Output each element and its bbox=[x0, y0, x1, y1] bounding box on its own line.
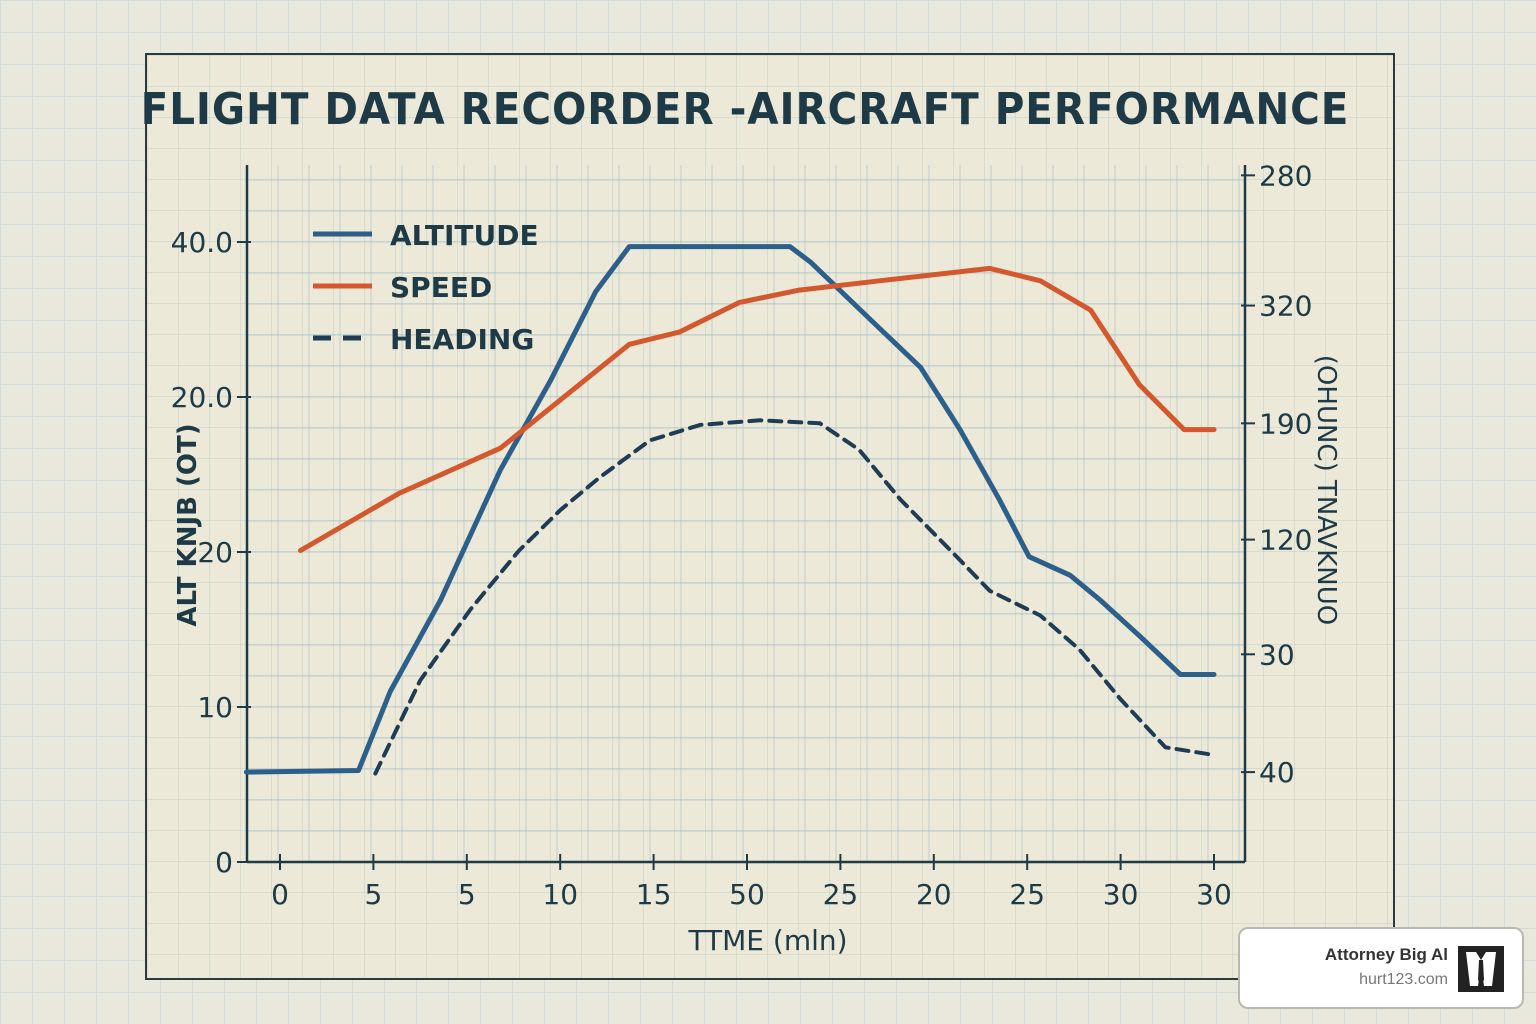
x-axis-label: TTME (mln) bbox=[688, 924, 848, 957]
y-tick-label: 20 bbox=[197, 536, 233, 569]
x-tick-label: 25 bbox=[1009, 878, 1045, 911]
x-tick-label: 5 bbox=[458, 878, 476, 911]
y-tick-label: 10 bbox=[197, 691, 233, 724]
x-tick-label: 25 bbox=[823, 878, 859, 911]
y2-axis-label: (OHUNC) TNAVKNUO bbox=[1311, 354, 1341, 626]
badge-name: Attorney Big Al bbox=[1324, 945, 1448, 964]
y-tick-label: 0 bbox=[215, 846, 233, 879]
series-line-altitude bbox=[243, 244, 1217, 775]
y2-tick-label: 40 bbox=[1259, 756, 1295, 789]
x-tick-label: 50 bbox=[729, 878, 765, 911]
series-line-speed bbox=[298, 265, 1217, 553]
y2-tick-label: 280 bbox=[1259, 159, 1312, 192]
watermark-badge: Attorney Big Al hurt123.com bbox=[1238, 927, 1524, 1009]
badge-url: hurt123.com bbox=[1359, 971, 1448, 988]
suit-tie-icon bbox=[1458, 946, 1504, 992]
y-tick-label: 40.0 bbox=[171, 226, 233, 259]
x-tick-label: 20 bbox=[916, 878, 952, 911]
y2-tick-label: 30 bbox=[1259, 638, 1295, 671]
y2-tick-label: 320 bbox=[1259, 290, 1312, 323]
y-tick-label: 20.0 bbox=[171, 381, 233, 414]
x-tick-label: 30 bbox=[1196, 878, 1232, 911]
x-tick-label: 10 bbox=[542, 878, 578, 911]
y2-tick-label: 120 bbox=[1259, 524, 1312, 557]
series-line-heading bbox=[373, 418, 1216, 776]
x-tick-label: 15 bbox=[636, 878, 672, 911]
legend-label: ALTITUDE bbox=[390, 219, 539, 252]
legend-label: HEADING bbox=[390, 323, 534, 356]
chart-panel bbox=[145, 53, 1395, 980]
x-tick-label: 5 bbox=[364, 878, 382, 911]
plot-grid bbox=[246, 165, 1245, 863]
x-tick-label: 30 bbox=[1103, 878, 1139, 911]
x-tick-label: 0 bbox=[271, 878, 289, 911]
legend-label: SPEED bbox=[390, 271, 492, 304]
y2-tick-label: 190 bbox=[1259, 407, 1312, 440]
chart-title: FLIGHT DATA RECORDER -AIRCRAFT PERFORMAN… bbox=[140, 84, 1350, 135]
y-axis-label: ALT KNJB (OT) bbox=[173, 423, 203, 627]
